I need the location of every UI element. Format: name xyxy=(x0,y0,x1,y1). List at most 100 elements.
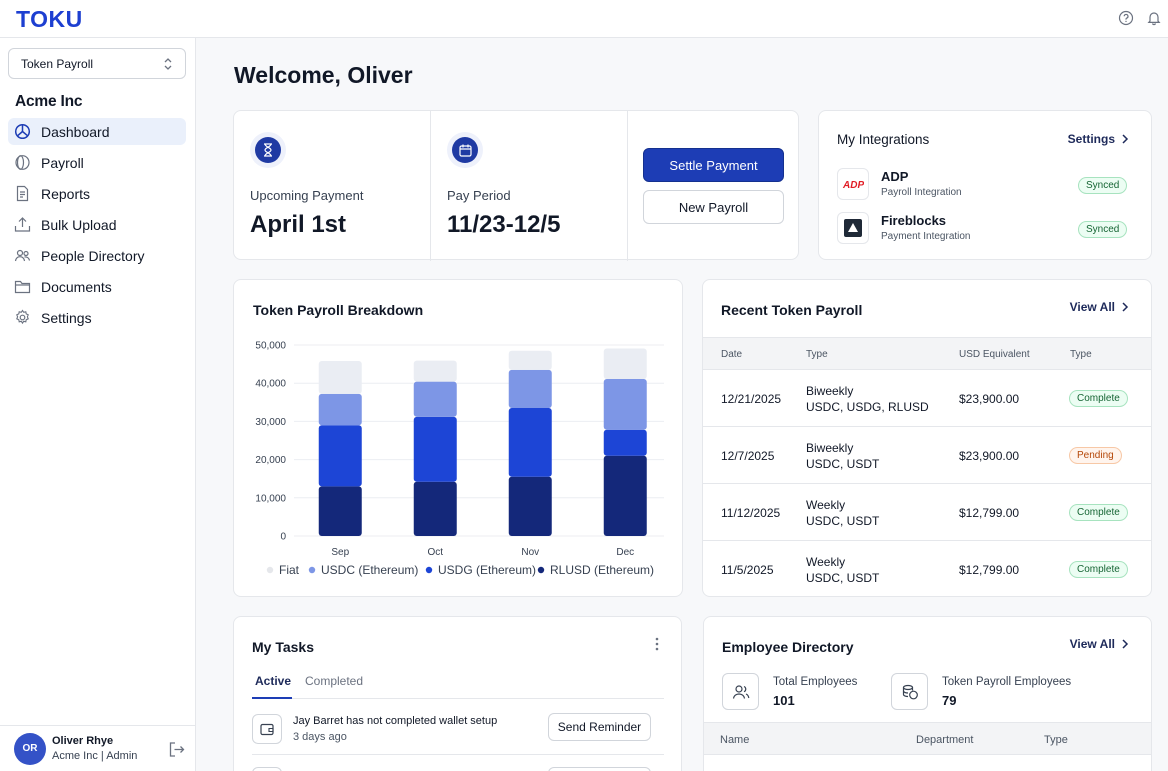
logout-icon[interactable] xyxy=(168,741,185,758)
task-action-button[interactable] xyxy=(548,767,651,771)
column-header: Department xyxy=(916,734,974,746)
task-item-partial xyxy=(252,767,664,771)
x-tick-label: Nov xyxy=(521,547,539,558)
column-header: USD Equivalent xyxy=(959,349,1030,360)
user-profile[interactable]: OR Oliver Rhye Acme Inc | Admin xyxy=(0,725,195,771)
integrations-card: My Integrations Settings ADP ADP Payroll… xyxy=(818,110,1152,260)
bar-segment xyxy=(603,378,647,430)
bar-segment xyxy=(508,369,552,409)
upload-icon xyxy=(14,217,31,232)
adp-logo: ADP xyxy=(837,168,869,200)
dashboard-icon xyxy=(14,123,31,140)
new-payroll-button[interactable]: New Payroll xyxy=(643,190,784,224)
svg-text:ADP: ADP xyxy=(842,180,864,190)
bar-segment xyxy=(603,455,647,536)
row-date: 11/5/2025 xyxy=(721,563,774,577)
bar-segment xyxy=(413,381,457,417)
row-tokens: USDC, USDT xyxy=(806,571,880,585)
status-badge: Complete xyxy=(1069,504,1128,521)
chart-title: Token Payroll Breakdown xyxy=(253,302,424,318)
users-icon xyxy=(722,673,759,710)
x-tick-label: Dec xyxy=(616,547,634,558)
legend-swatch xyxy=(266,566,274,574)
row-type: Weekly xyxy=(806,498,846,512)
status-badge: Complete xyxy=(1069,390,1128,407)
bar-segment xyxy=(603,429,647,456)
bar-segment xyxy=(413,360,457,382)
chevron-right-icon xyxy=(1122,302,1129,312)
legend-swatch xyxy=(425,566,433,574)
row-type: Weekly xyxy=(806,555,846,569)
task-icon xyxy=(252,767,282,771)
bar-segment xyxy=(318,486,362,536)
chevron-up-down-icon xyxy=(164,57,172,70)
sidebar-item-reports[interactable]: Reports xyxy=(8,180,186,207)
sidebar: Token Payroll Acme Inc Dashboard Payroll… xyxy=(0,38,196,771)
link-label: View All xyxy=(1069,300,1115,314)
sidebar-item-label: Settings xyxy=(41,309,92,326)
table-row[interactable]: 12/7/2025 Biweekly USDC, USDT $23,900.00… xyxy=(703,427,1151,484)
y-tick-label: 30,000 xyxy=(255,417,286,428)
send-reminder-button[interactable]: Send Reminder xyxy=(548,713,651,741)
folder-icon xyxy=(14,280,31,294)
help-icon[interactable] xyxy=(1118,10,1134,26)
row-date: 12/7/2025 xyxy=(721,449,775,463)
toku-logo[interactable]: TOKU xyxy=(16,6,83,32)
hourglass-icon xyxy=(250,132,286,168)
page-title: Welcome, Oliver xyxy=(234,62,413,88)
task-text: Jay Barret has not completed wallet setu… xyxy=(293,715,498,727)
bar-segment xyxy=(413,481,457,536)
column-header: Name xyxy=(720,734,750,746)
row-tokens: USDC, USDT xyxy=(806,514,880,528)
integration-row-adp[interactable]: ADP ADP Payroll Integration Synced xyxy=(837,168,1137,202)
integrations-settings-link[interactable]: Settings xyxy=(1068,132,1129,146)
table-row[interactable]: 12/21/2025 Biweekly USDC, USDG, RLUSD $2… xyxy=(703,370,1151,427)
total-employees-label: Total Employees xyxy=(773,676,858,688)
recent-view-all-link[interactable]: View All xyxy=(1070,300,1129,314)
y-tick-label: 40,000 xyxy=(255,379,286,390)
payroll-icon xyxy=(15,155,30,170)
tab-completed[interactable]: Completed xyxy=(305,674,364,688)
org-select-value: Token Payroll xyxy=(21,56,94,71)
token-payroll-breakdown-card: Token Payroll Breakdown 0 10,000 20,000 30,… xyxy=(233,279,683,597)
sidebar-item-bulk-upload[interactable]: Bulk Upload xyxy=(8,211,186,238)
tab-active[interactable]: Active xyxy=(252,674,292,699)
bell-icon[interactable] xyxy=(1146,10,1162,26)
directory-view-all-link[interactable]: View All xyxy=(1070,637,1129,651)
sidebar-item-label: Dashboard xyxy=(41,123,110,140)
y-tick-label: 50,000 xyxy=(255,341,286,352)
legend-label: USDC (Ethereum) xyxy=(321,563,418,577)
bar-segment xyxy=(603,348,647,379)
sidebar-item-payroll[interactable]: Payroll xyxy=(8,149,186,176)
status-badge: Synced xyxy=(1078,221,1128,238)
integration-sub: Payment Integration xyxy=(881,231,971,242)
coins-icon xyxy=(891,673,928,710)
row-usd: $12,799.00 xyxy=(959,506,1020,520)
integration-name: Fireblocks xyxy=(881,213,947,228)
sidebar-nav: Dashboard Payroll Reports Bulk Upload Pe… xyxy=(8,118,186,335)
integration-name: ADP xyxy=(881,169,909,184)
settle-payment-button[interactable]: Settle Payment xyxy=(643,148,784,182)
sidebar-item-dashboard[interactable]: Dashboard xyxy=(8,118,186,145)
user-name: Oliver Rhye xyxy=(52,735,114,747)
table-row[interactable]: 11/12/2025 Weekly USDC, USDT $12,799.00 … xyxy=(703,484,1151,541)
bar-segment xyxy=(318,361,362,394)
org-select[interactable]: Token Payroll xyxy=(8,48,186,79)
legend-label: RLUSD (Ethereum) xyxy=(550,563,654,577)
top-bar: TOKU xyxy=(0,0,1168,38)
table-header: Date Type USD Equivalent Type xyxy=(703,337,1151,370)
sidebar-item-documents[interactable]: Documents xyxy=(8,273,186,300)
sidebar-item-label: Payroll xyxy=(41,154,84,171)
task-item: Jay Barret has not completed wallet setu… xyxy=(252,711,664,755)
integration-row-fireblocks[interactable]: Fireblocks Payment Integration Synced xyxy=(837,212,1137,246)
legend-label: USDG (Ethereum) xyxy=(438,563,536,577)
task-time: 3 days ago xyxy=(293,731,347,743)
sidebar-item-people-directory[interactable]: People Directory xyxy=(8,242,186,269)
table-row[interactable]: 11/5/2025 Weekly USDC, USDT $12,799.00 C… xyxy=(703,541,1151,596)
column-header: Type xyxy=(1070,349,1092,360)
row-type: Biweekly xyxy=(806,384,854,398)
upcoming-payment-value: April 1st xyxy=(250,211,347,238)
status-badge: Pending xyxy=(1069,447,1122,464)
sidebar-item-settings[interactable]: Settings xyxy=(8,304,186,331)
more-options-icon[interactable] xyxy=(655,637,659,651)
